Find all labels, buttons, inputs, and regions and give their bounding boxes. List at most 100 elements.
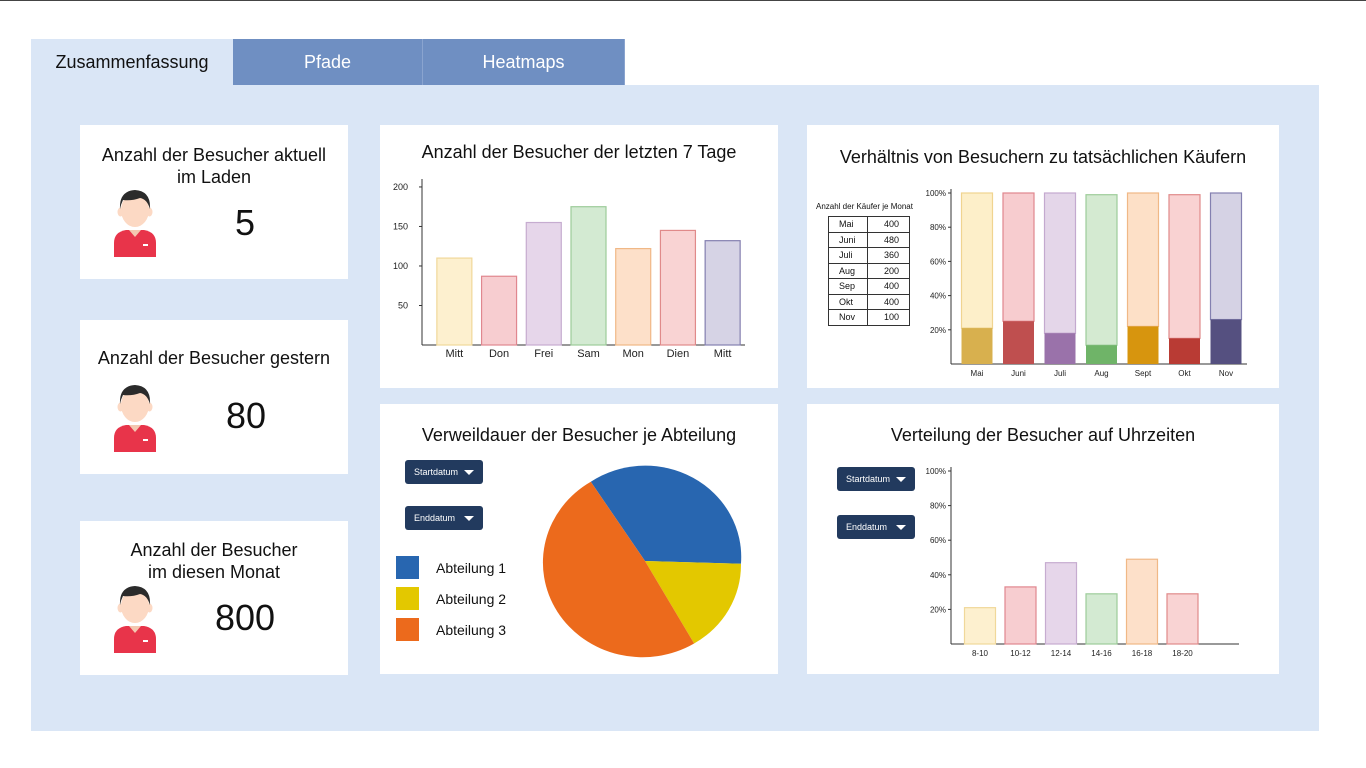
bar — [704, 240, 741, 346]
bar-segment-buyers — [1044, 333, 1076, 364]
legend-swatch — [396, 618, 419, 641]
y-tick-label: 100 — [393, 261, 408, 271]
kpi-card-current: Anzahl der Besucher aktuell im Laden 5 — [80, 125, 348, 279]
pie-slice — [590, 465, 742, 564]
chart-title-hours: Verteilung der Besucher auf Uhrzeiten — [890, 425, 1196, 445]
avatar-face — [121, 193, 149, 227]
y-tick-label: 20% — [930, 326, 946, 335]
bar-segment-visitors — [1085, 194, 1118, 346]
table-row: Juni 480 — [828, 231, 910, 248]
legend-label: Abteilung 2 — [436, 590, 507, 607]
kpi-value-yesterday: 80 — [226, 395, 267, 436]
weekly-bar-chart: 50 100 150 200 Mitt Don Frei Sam Mon Dien Mitt — [393, 179, 745, 360]
bar — [1125, 558, 1159, 645]
legend-label: Abteilung 1 — [436, 559, 507, 576]
x-tick-label: Okt — [1178, 369, 1191, 378]
bar-segment-buyers — [1210, 319, 1242, 364]
bar-segment-visitors — [1168, 194, 1201, 339]
avatar-badge — [143, 640, 148, 642]
ratio-stacked-chart: 20% 40% 60% 80% 100% Mai Juni Juli Aug Sept Okt Nov — [926, 189, 1247, 378]
avatar-ear — [117, 402, 124, 412]
x-tick-label: Sam — [577, 348, 600, 360]
bar — [1004, 586, 1037, 645]
content-panel: Anzahl der Besucher aktuell im Laden 5 A… — [31, 85, 1319, 731]
avatar-face — [121, 388, 149, 422]
x-tick-label: 8-10 — [972, 649, 989, 658]
enddatum-dropdown[interactable]: Enddatum — [837, 515, 915, 539]
x-tick-label: Mitt — [714, 348, 732, 360]
table-cell-value: 200 — [867, 262, 910, 279]
avatar-ear — [146, 603, 153, 613]
table-row: Sep 400 — [828, 278, 910, 295]
bar-segment-visitors — [1126, 192, 1160, 327]
chevron-down-icon — [464, 516, 474, 521]
kpi-title-line2: im Laden — [176, 167, 252, 187]
y-tick-label: 150 — [393, 221, 408, 231]
startdatum-dropdown[interactable]: Startdatum — [405, 460, 483, 484]
x-tick-label: Mai — [971, 369, 984, 378]
kpi-title-line1: Anzahl der Besucher gestern — [97, 348, 331, 368]
table-cell-month: Juli — [828, 247, 868, 264]
bar — [659, 229, 697, 346]
table-cell-value: 480 — [867, 231, 910, 248]
bar-segment-buyers — [961, 328, 993, 364]
legend-swatch — [396, 587, 419, 610]
x-tick-label: Juni — [1011, 369, 1026, 378]
y-tick-label: 100% — [926, 467, 946, 476]
bar-segment-visitors — [1209, 192, 1243, 321]
x-tick-label: Nov — [1219, 369, 1233, 378]
table-cell-month: Okt — [828, 293, 868, 310]
startdatum-dropdown[interactable]: Startdatum — [837, 467, 915, 491]
visitor-avatar-icon — [114, 190, 156, 257]
avatar-hair — [119, 586, 151, 605]
x-tick-label: Dien — [667, 348, 690, 360]
hours-bar-chart: 20% 40% 60% 80% 100% 8-10 10-12 12-14 14-16 16-18… — [926, 467, 1239, 658]
y-tick-label: 60% — [930, 536, 946, 545]
bar — [1085, 593, 1118, 645]
y-tick-label: 80% — [930, 223, 946, 232]
bar — [525, 221, 562, 346]
avatar-neck — [129, 626, 141, 633]
pie-slice — [645, 561, 741, 644]
tab-pfade[interactable]: Pfade — [233, 39, 423, 85]
pie-slice — [542, 481, 695, 658]
bar — [1044, 562, 1078, 645]
x-tick-label: Sept — [1135, 369, 1152, 378]
bar-segment-buyers — [1086, 345, 1117, 364]
bar-segment-buyers — [1169, 338, 1200, 364]
kpi-title-yesterday: Anzahl der Besucher gestern — [80, 347, 348, 369]
y-tick-label: 40% — [930, 292, 946, 301]
bar — [1166, 593, 1199, 645]
dwell-pie-chart — [542, 465, 742, 658]
legend-item-abteilung-1: Abteilung 1 — [396, 556, 506, 579]
chart-title-ratio: Verhältnis von Besuchern zu tatsächliche… — [839, 147, 1247, 167]
chart-card-weekly: Anzahl der Besucher der letzten 7 Tage 5… — [380, 125, 778, 388]
table-row: Juli 360 — [828, 247, 910, 264]
table-row: Mai 400 — [828, 216, 910, 233]
table-cell-value: 360 — [867, 247, 910, 264]
avatar-shirt — [114, 230, 156, 257]
chart-title-weekly: Anzahl der Besucher der letzten 7 Tage — [421, 142, 737, 162]
y-tick-label: 100% — [926, 189, 946, 198]
tab-zusammenfassung[interactable]: Zusammenfassung — [31, 39, 233, 85]
tab-heatmaps[interactable]: Heatmaps — [423, 39, 625, 85]
table-cell-value: 100 — [867, 309, 910, 326]
legend-label: Abteilung 3 — [436, 621, 507, 638]
table-cell-value: 400 — [867, 216, 910, 233]
bar-segment-visitors — [1002, 192, 1035, 322]
bar-segment-visitors — [1043, 192, 1077, 334]
kpi-title-line1: Anzahl der Besucher aktuell — [101, 145, 327, 165]
enddatum-dropdown[interactable]: Enddatum — [405, 506, 483, 530]
y-tick-label: 80% — [930, 502, 946, 511]
avatar-shirt — [114, 626, 156, 653]
kpi-title-current: Anzahl der Besucher aktuell im Laden — [80, 144, 348, 188]
table-cell-value: 400 — [867, 293, 910, 310]
visitor-avatar-icon — [114, 586, 156, 653]
bar — [570, 206, 607, 346]
dropdown-label: Enddatum — [414, 513, 456, 523]
avatar-ear — [146, 207, 153, 217]
chart-card-hours: Verteilung der Besucher auf Uhrzeiten St… — [807, 404, 1279, 674]
bar — [615, 247, 652, 346]
bar — [436, 257, 473, 346]
avatar-badge — [143, 244, 148, 246]
